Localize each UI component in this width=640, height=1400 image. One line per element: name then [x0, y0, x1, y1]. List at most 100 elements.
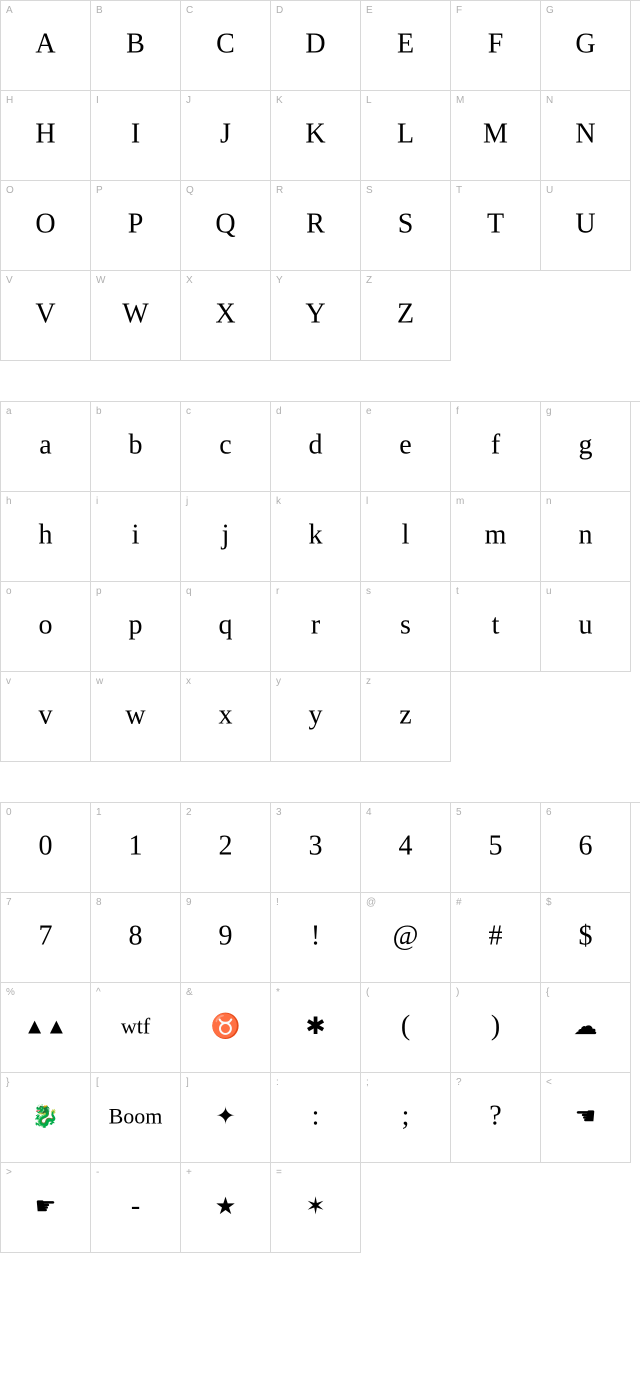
- char-cell: tt: [451, 582, 541, 672]
- key-label: 2: [186, 807, 192, 818]
- key-label: 0: [6, 807, 12, 818]
- key-label: s: [366, 586, 371, 597]
- glyph: ♉: [211, 1012, 241, 1041]
- key-label: 3: [276, 807, 282, 818]
- key-label: Q: [186, 185, 194, 196]
- char-cell: NN: [541, 91, 631, 181]
- glyph: 🐉: [32, 1103, 59, 1129]
- char-cell: ;;: [361, 1073, 451, 1163]
- key-label: t: [456, 586, 459, 597]
- grid-numbers-symbols-partial: >☛--+★=✶: [0, 1163, 640, 1253]
- char-cell: 99: [181, 893, 271, 983]
- font-character-map: AABBCCDDEEFFGGHHIIJJKKLLMMNNOOPPQQRRSSTT…: [0, 0, 640, 1253]
- glyph: W: [122, 298, 148, 330]
- key-label: I: [96, 95, 99, 106]
- glyph: S: [398, 208, 414, 240]
- key-label: !: [276, 897, 279, 908]
- key-label: k: [276, 496, 281, 507]
- key-label: c: [186, 406, 191, 417]
- section-numbers-symbols: 00112233445566778899!!@@##$$%▲▲^wtf&♉*✱(…: [0, 802, 640, 1253]
- glyph: 1: [129, 830, 143, 862]
- char-cell: gg: [541, 402, 631, 492]
- char-cell: qq: [181, 582, 271, 672]
- key-label: R: [276, 185, 283, 196]
- char-cell: uu: [541, 582, 631, 672]
- glyph: ✱: [305, 1012, 325, 1041]
- key-label: L: [366, 95, 372, 106]
- glyph: C: [216, 28, 235, 60]
- char-cell: UU: [541, 181, 631, 271]
- char-cell: PP: [91, 181, 181, 271]
- char-cell: YY: [271, 271, 361, 361]
- key-label: z: [366, 676, 371, 687]
- key-label: h: [6, 496, 12, 507]
- glyph: v: [39, 699, 53, 731]
- char-cell: ]✦: [181, 1073, 271, 1163]
- key-label: r: [276, 586, 279, 597]
- glyph: d: [309, 429, 323, 461]
- glyph: (: [401, 1010, 410, 1042]
- char-cell: ((: [361, 983, 451, 1073]
- glyph: l: [402, 519, 410, 551]
- char-cell: SS: [361, 181, 451, 271]
- char-cell: 55: [451, 803, 541, 893]
- char-cell: dd: [271, 402, 361, 492]
- section-uppercase: AABBCCDDEEFFGGHHIIJJKKLLMMNNOOPPQQRRSSTT…: [0, 0, 640, 361]
- key-label: 8: [96, 897, 102, 908]
- glyph: ✦: [215, 1102, 235, 1131]
- char-cell: ss: [361, 582, 451, 672]
- key-label: A: [6, 5, 13, 16]
- section-lowercase: aabbccddeeffgghhiijjkkllmmnnooppqqrrsstt…: [0, 401, 640, 762]
- char-cell: &♉: [181, 983, 271, 1073]
- char-cell: )): [451, 983, 541, 1073]
- grid-uppercase-partial: VVWWXXYYZZ: [0, 271, 640, 361]
- char-cell: 11: [91, 803, 181, 893]
- glyph: wtf: [121, 1013, 150, 1039]
- char-cell: ZZ: [361, 271, 451, 361]
- key-label: b: [96, 406, 102, 417]
- char-cell: FF: [451, 1, 541, 91]
- char-cell: 44: [361, 803, 451, 893]
- glyph: Q: [215, 208, 235, 240]
- key-label: y: [276, 676, 281, 687]
- key-label: {: [546, 987, 549, 998]
- glyph: ★: [215, 1192, 237, 1221]
- glyph: r: [311, 609, 320, 641]
- char-cell: ??: [451, 1073, 541, 1163]
- char-cell: LL: [361, 91, 451, 181]
- glyph: u: [579, 609, 593, 641]
- char-cell: nn: [541, 492, 631, 582]
- glyph: 5: [489, 830, 503, 862]
- key-label: +: [186, 1167, 192, 1178]
- char-cell: [Boom: [91, 1073, 181, 1163]
- char-cell: II: [91, 91, 181, 181]
- glyph: L: [397, 118, 414, 150]
- key-label: 9: [186, 897, 192, 908]
- grid-lowercase-partial: vvwwxxyyzz: [0, 672, 640, 762]
- glyph: ☚: [575, 1102, 597, 1131]
- key-label: P: [96, 185, 103, 196]
- glyph: E: [397, 28, 414, 60]
- glyph: w: [125, 699, 145, 731]
- key-label: Y: [276, 275, 283, 286]
- key-label: T: [456, 185, 462, 196]
- key-label: u: [546, 586, 552, 597]
- key-label: N: [546, 95, 553, 106]
- char-cell: GG: [541, 1, 631, 91]
- char-cell: HH: [1, 91, 91, 181]
- key-label: J: [186, 95, 191, 106]
- char-cell: ::: [271, 1073, 361, 1163]
- glyph: G: [575, 28, 595, 60]
- key-label: M: [456, 95, 464, 106]
- key-label: e: [366, 406, 372, 417]
- glyph: m: [485, 519, 507, 551]
- char-cell: AA: [1, 1, 91, 91]
- key-label: 6: [546, 807, 552, 818]
- glyph: T: [487, 208, 504, 240]
- glyph: ☁: [574, 1012, 598, 1041]
- char-cell: CC: [181, 1, 271, 91]
- glyph: B: [126, 28, 145, 60]
- char-cell: mm: [451, 492, 541, 582]
- char-cell: !!: [271, 893, 361, 983]
- key-label: Z: [366, 275, 372, 286]
